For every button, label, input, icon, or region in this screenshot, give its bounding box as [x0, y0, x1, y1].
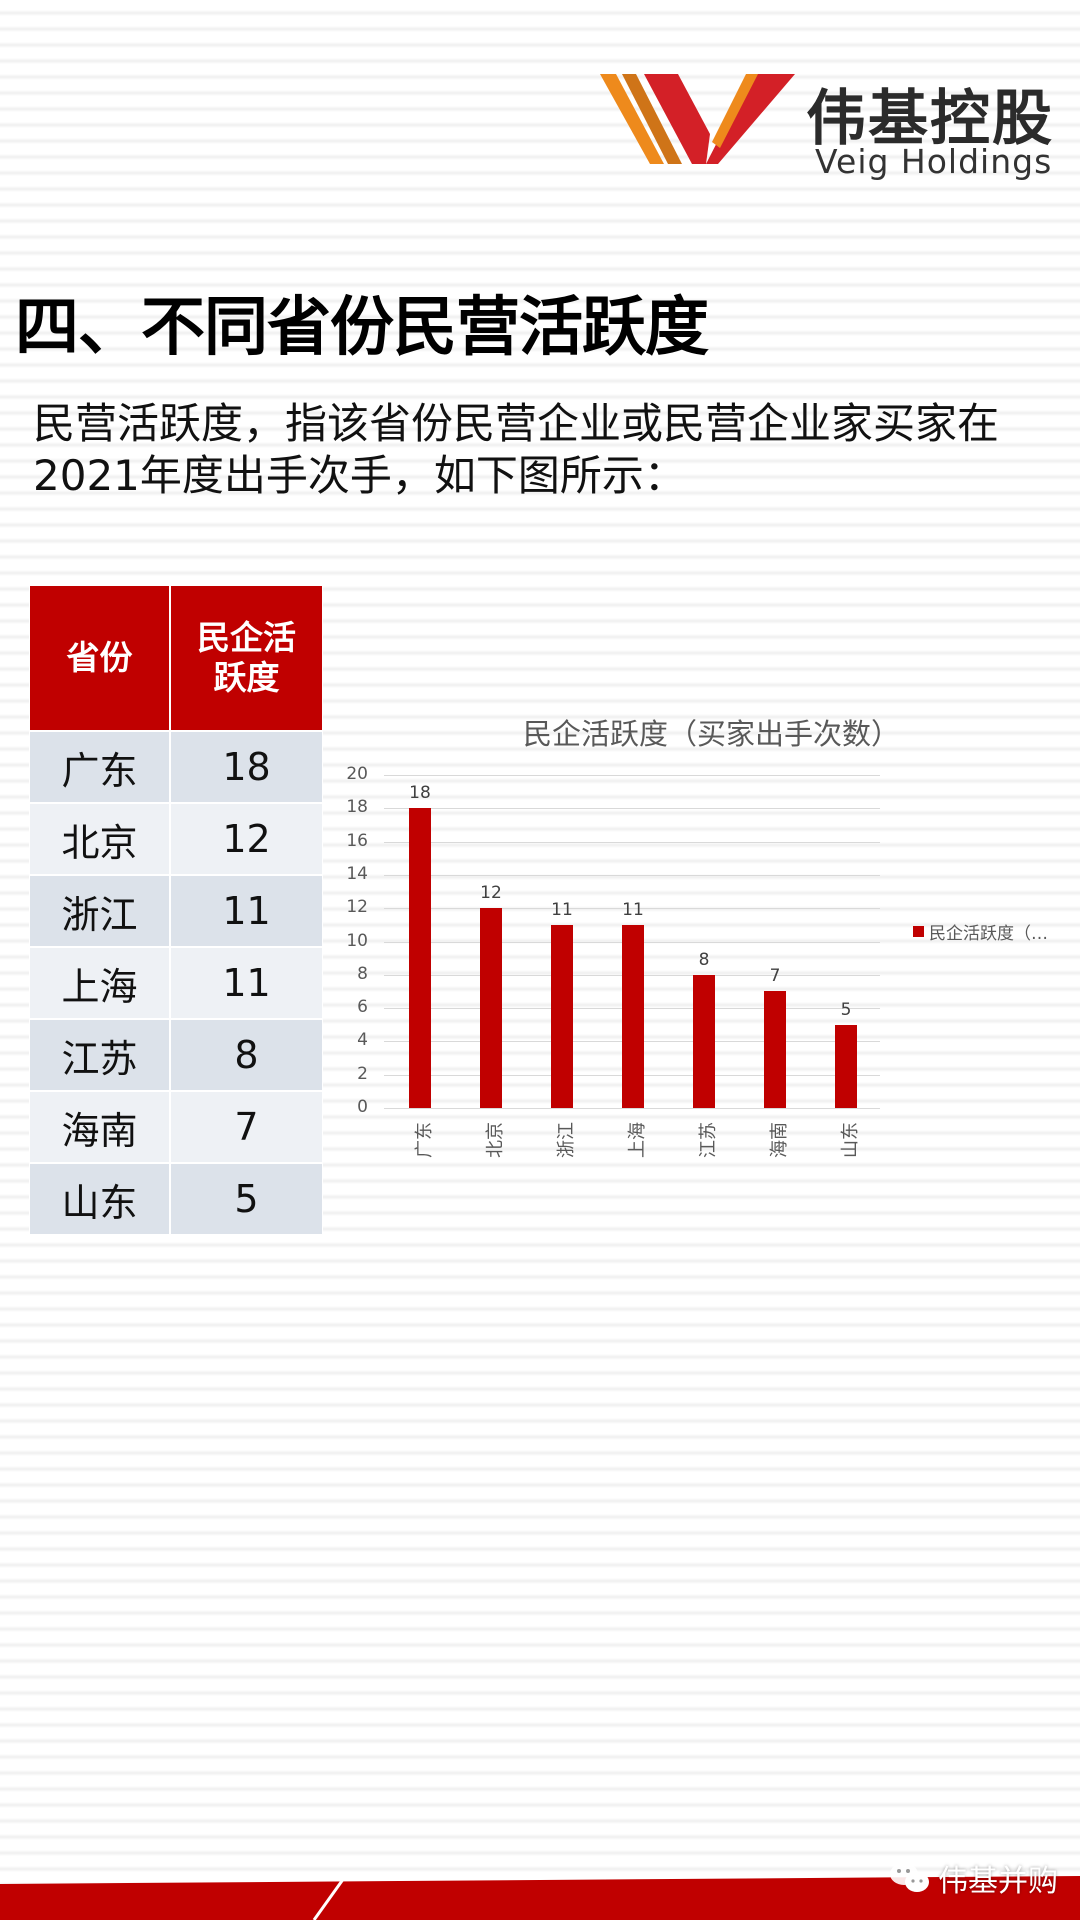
y-axis-tick-label: 0	[357, 1097, 368, 1117]
y-axis-tick-label: 6	[357, 997, 368, 1018]
cell-province: 山东	[29, 1163, 170, 1235]
y-axis-tick-label: 10	[346, 930, 368, 951]
y-axis-tick-label: 12	[346, 897, 368, 918]
bar-value-label: 5	[840, 999, 852, 1020]
header-cell-province: 省份	[29, 585, 170, 731]
x-axis-category-label: 山东	[840, 1122, 861, 1158]
bar-value-label: 7	[769, 966, 781, 987]
gridline	[384, 775, 880, 776]
x-axis-category-label: 海南	[769, 1122, 790, 1158]
table-header-row: 省份 民企活跃度	[29, 585, 323, 731]
bar-value-label: 12	[480, 883, 502, 904]
wechat-watermark: 伟基并购	[888, 1856, 1058, 1900]
table-row: 广东 18	[29, 731, 323, 803]
x-axis-category-label: 上海	[627, 1122, 648, 1158]
x-axis-category-label: 江苏	[698, 1122, 719, 1158]
logo-v-mark-icon	[600, 74, 795, 164]
watermark-text: 伟基并购	[938, 1864, 1058, 1899]
bar	[835, 1024, 857, 1108]
table-row: 山东 5	[29, 1163, 323, 1235]
gridline	[384, 1108, 880, 1109]
footer-band	[0, 1876, 1080, 1920]
chart-legend: 民企活跃度（…	[913, 919, 1048, 944]
legend-label: 民企活跃度（…	[929, 924, 1048, 944]
gridline	[384, 808, 880, 810]
bar-value-label: 11	[622, 899, 644, 920]
x-axis-category-label: 广东	[414, 1122, 435, 1158]
x-axis-category-label: 北京	[485, 1122, 506, 1158]
table-row: 海南 7	[29, 1091, 323, 1163]
header-cell-activity: 民企活跃度	[170, 585, 323, 731]
bar-value-label: 8	[698, 949, 710, 970]
bar	[551, 924, 573, 1108]
cell-value: 5	[170, 1163, 323, 1235]
chart-title: 民企活跃度（买家出手次数）	[523, 717, 901, 751]
y-axis-tick-label: 4	[357, 1030, 368, 1051]
cell-province: 北京	[29, 803, 170, 875]
y-axis-tick-label: 16	[346, 830, 368, 851]
cell-value: 18	[170, 731, 323, 803]
bar	[480, 908, 502, 1108]
y-axis-tick-label: 8	[357, 963, 368, 984]
bar	[409, 808, 431, 1108]
legend-swatch-icon	[913, 926, 924, 937]
cell-value: 7	[170, 1091, 323, 1163]
gridline	[384, 874, 880, 876]
bar	[764, 991, 786, 1108]
cell-province: 上海	[29, 947, 170, 1019]
cell-value: 11	[170, 875, 323, 947]
page-title: 四、不同省份民营活跃度	[15, 291, 709, 365]
cell-province: 广东	[29, 731, 170, 803]
cell-value: 8	[170, 1019, 323, 1091]
logo-company-name-en: Veig Holdings	[815, 142, 1053, 181]
bar	[622, 924, 644, 1108]
wechat-icon	[890, 1863, 929, 1892]
y-axis-tick-label: 20	[346, 764, 368, 784]
cell-province: 江苏	[29, 1019, 170, 1091]
bar-value-label: 18	[409, 783, 431, 804]
y-axis-tick-label: 18	[346, 797, 368, 818]
header-activity-label: 民企活跃度	[197, 618, 296, 697]
logo-company-name-cn: 伟基控股	[806, 84, 1054, 154]
y-axis-tick-label: 2	[357, 1063, 368, 1084]
province-activity-table: 省份 民企活跃度 广东 18 北京 12 浙江 11 上海 11 江苏 8 海南…	[29, 585, 323, 1235]
bar-value-label: 11	[551, 899, 573, 920]
bar	[693, 974, 715, 1108]
cell-value: 11	[170, 947, 323, 1019]
intro-paragraph: 民营活跃度，指该省份民营企业或民营企业家买家在2021年度出手次手，如下图所示：	[33, 399, 1000, 500]
table-row: 上海 11	[29, 947, 323, 1019]
cell-province: 海南	[29, 1091, 170, 1163]
cell-province: 浙江	[29, 875, 170, 947]
table-row: 北京 12	[29, 803, 323, 875]
gridline	[384, 908, 880, 910]
gridline	[384, 841, 880, 843]
table-row: 浙江 11	[29, 875, 323, 947]
y-axis-tick-label: 14	[346, 863, 368, 884]
cell-value: 12	[170, 803, 323, 875]
table-row: 江苏 8	[29, 1019, 323, 1091]
x-axis-category-label: 浙江	[556, 1122, 577, 1158]
